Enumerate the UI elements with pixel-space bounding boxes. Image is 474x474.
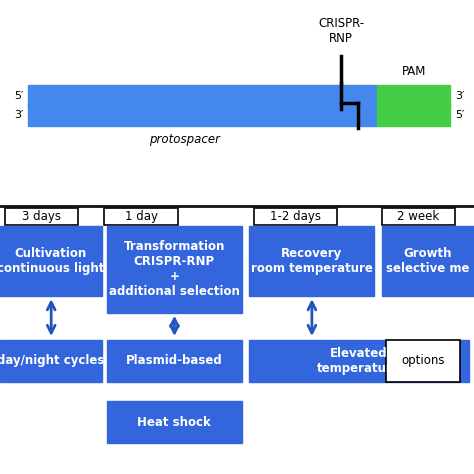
Text: Transformation
CRISPR-RNP
+
additional selection: Transformation CRISPR-RNP + additional s… xyxy=(109,240,240,299)
Text: day/night cycles: day/night cycles xyxy=(0,354,105,367)
Bar xyxy=(107,340,242,382)
Text: 3′: 3′ xyxy=(455,91,465,101)
Bar xyxy=(377,85,450,107)
Bar xyxy=(249,226,374,296)
Bar xyxy=(386,340,460,382)
Bar xyxy=(107,401,242,443)
Bar xyxy=(0,340,102,382)
Bar xyxy=(382,208,455,225)
Bar xyxy=(0,226,102,296)
Text: Heat shock: Heat shock xyxy=(137,416,211,429)
Text: Recovery
room temperature: Recovery room temperature xyxy=(251,247,373,275)
Text: Growth
selective me: Growth selective me xyxy=(386,247,470,275)
Text: 3 days: 3 days xyxy=(22,210,61,223)
Bar xyxy=(249,340,469,382)
Bar xyxy=(107,226,242,313)
Text: CRISPR-
RNP: CRISPR- RNP xyxy=(318,17,365,45)
Text: 5′: 5′ xyxy=(14,91,24,101)
Bar xyxy=(377,104,450,126)
Bar xyxy=(254,208,337,225)
Text: 5′: 5′ xyxy=(455,110,465,120)
Text: 3′: 3′ xyxy=(14,110,24,120)
Bar xyxy=(28,104,377,126)
Bar xyxy=(5,208,78,225)
Text: protospacer: protospacer xyxy=(149,133,220,146)
Text: options: options xyxy=(401,354,445,367)
Text: Cultivation
continuous light: Cultivation continuous light xyxy=(0,247,105,275)
Text: PAM: PAM xyxy=(401,65,426,78)
Text: Elevated
temperature: Elevated temperature xyxy=(317,346,401,375)
Bar xyxy=(104,208,178,225)
Text: 1 day: 1 day xyxy=(125,210,157,223)
Text: Plasmid-based: Plasmid-based xyxy=(126,354,223,367)
Bar xyxy=(382,226,474,296)
Text: 2 week: 2 week xyxy=(397,210,439,223)
Bar xyxy=(28,85,377,107)
Text: 1-2 days: 1-2 days xyxy=(270,210,320,223)
